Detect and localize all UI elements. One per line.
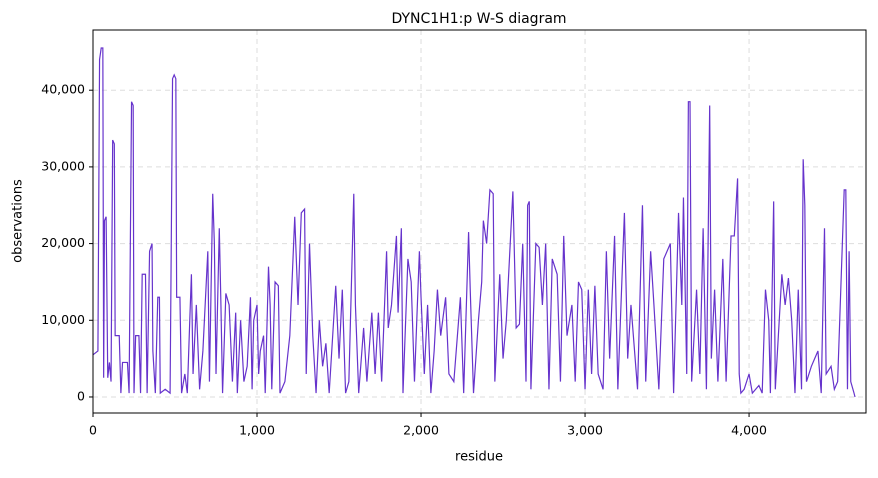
x-tick-label: 2,000 <box>403 423 439 438</box>
x-tick-label: 3,000 <box>567 423 603 438</box>
y-tick-label: 10,000 <box>41 312 85 327</box>
y-tick-label: 30,000 <box>41 158 85 173</box>
x-axis-label: residue <box>455 450 503 465</box>
x-tick-label: 0 <box>89 423 97 438</box>
x-tick-label: 4,000 <box>731 423 767 438</box>
y-tick-label: 0 <box>77 388 85 403</box>
plot-frame <box>92 29 867 414</box>
y-tick-label: 40,000 <box>41 82 85 97</box>
chart-title: DYNC1H1:p W-S diagram <box>391 11 566 27</box>
y-tick-label: 20,000 <box>41 235 85 250</box>
data-line <box>92 47 856 398</box>
x-tick-label: 1,000 <box>239 423 275 438</box>
y-axis-label: observations <box>11 179 26 263</box>
